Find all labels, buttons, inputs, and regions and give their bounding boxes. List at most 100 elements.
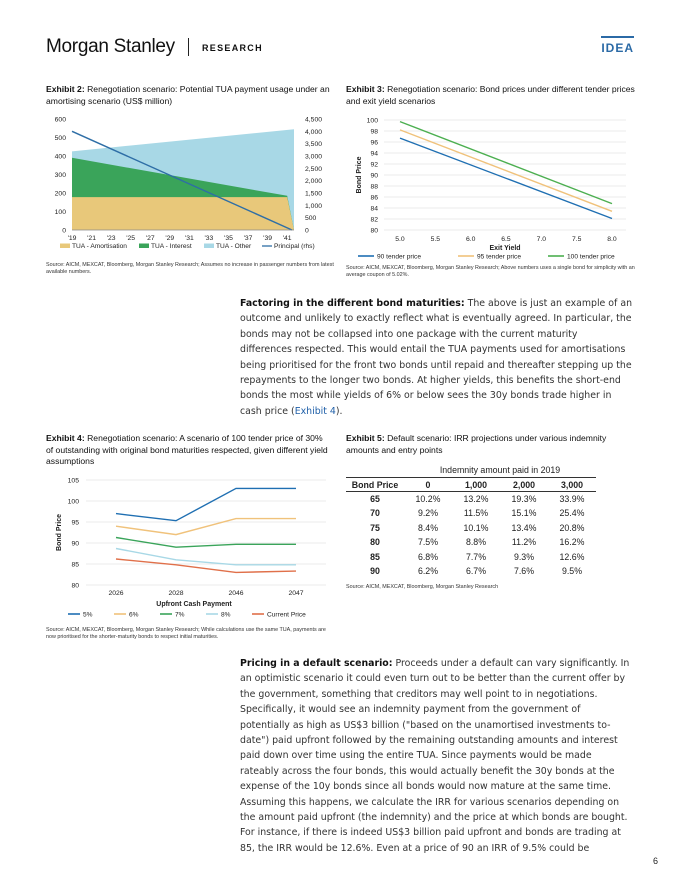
exhibit2-label: Exhibit 2: bbox=[46, 84, 85, 94]
x-tick-label: 6.0 bbox=[466, 236, 476, 243]
y2-tick-label: 2,000 bbox=[305, 178, 322, 185]
paragraph-maturities-tail: ). bbox=[335, 405, 343, 417]
page-number: 6 bbox=[652, 856, 658, 866]
irr-cell: 8.8% bbox=[465, 537, 487, 548]
table-row: 75 8.4% 10.1% 13.4% 20.8% bbox=[346, 521, 596, 535]
x-tick-label: 2046 bbox=[228, 590, 243, 597]
y-axis-title: Bond Price bbox=[356, 156, 363, 193]
y2-tick-label: 3,500 bbox=[305, 141, 322, 148]
x-tick-label: 2047 bbox=[288, 590, 303, 597]
series-line bbox=[115, 547, 296, 566]
series-line bbox=[115, 517, 296, 536]
series-line bbox=[399, 137, 613, 220]
irr-cell: 7.7% bbox=[465, 551, 487, 562]
paragraph-default-lead: Pricing in a default scenario: bbox=[240, 658, 393, 669]
irr-header-row: Bond Price 0 1,000 2,000 3,000 bbox=[346, 477, 596, 493]
irr-cell: 6.8% bbox=[417, 551, 439, 562]
paragraph-default-text: Proceeds under a default can vary signif… bbox=[240, 658, 630, 854]
y-tick-label: 80 bbox=[370, 228, 378, 235]
bond-price-cell: 80 bbox=[370, 537, 380, 548]
y-tick-label: 500 bbox=[55, 135, 67, 142]
bond-price-cell: 85 bbox=[370, 551, 380, 562]
y2-tick-label: 1,500 bbox=[305, 191, 322, 198]
y2-tick-label: 2,500 bbox=[305, 166, 322, 173]
y-tick-label: 88 bbox=[370, 184, 378, 191]
exhibit5-title: Exhibit 5: Default scenario: IRR project… bbox=[346, 433, 636, 456]
legend-swatch bbox=[139, 243, 149, 248]
irr-cell: 15.1% bbox=[511, 508, 537, 519]
bond-price-cell: 65 bbox=[370, 494, 380, 505]
exhibit4-link[interactable]: Exhibit 4 bbox=[294, 405, 336, 417]
series-line bbox=[115, 536, 296, 548]
x-tick-label: '29 bbox=[165, 235, 174, 242]
legend-label: Current Price bbox=[267, 612, 306, 619]
y-axis-title: Bond Price bbox=[56, 514, 63, 551]
irr-cell: 10.2% bbox=[415, 494, 441, 505]
legend-label: TUA - Amortisation bbox=[72, 243, 127, 250]
irr-cell: 12.6% bbox=[559, 551, 585, 562]
bond-price-cell: 90 bbox=[370, 565, 380, 576]
irr-cell: 33.9% bbox=[559, 494, 585, 505]
y-tick-label: 96 bbox=[370, 140, 378, 147]
irr-table: Indemnity amount paid in 2019 Bond Price… bbox=[346, 463, 596, 578]
paragraph-default: Pricing in a default scenario: Proceeds … bbox=[240, 656, 632, 856]
x-tick-label: '41 bbox=[283, 235, 292, 242]
line-principal bbox=[71, 130, 293, 231]
exhibit3-source: Source: AICM, MEXCAT, Bloomberg, Morgan … bbox=[346, 265, 635, 278]
y-tick-label: 300 bbox=[55, 172, 67, 179]
x-tick-label: 7.0 bbox=[537, 236, 547, 243]
exhibit5-label: Exhibit 5: bbox=[346, 433, 385, 443]
irr-cell: 9.3% bbox=[513, 551, 535, 562]
exhibit3-title-text: Renegotiation scenario: Bond prices unde… bbox=[346, 84, 635, 106]
table-row: 80 7.5% 8.8% 11.2% 16.2% bbox=[346, 535, 596, 549]
header-divider bbox=[188, 38, 189, 56]
exhibit2-chart: 0 100 200 300 400 500 600 0 500 1,000 1,500 2,000 2,… bbox=[55, 117, 323, 251]
series-line bbox=[399, 129, 613, 212]
y-tick-label: 100 bbox=[55, 209, 67, 216]
x-tick-label: 6.5 bbox=[501, 236, 511, 243]
x-tick-label: '27 bbox=[146, 235, 155, 242]
legend-label: 7% bbox=[175, 612, 185, 619]
x-tick-label: '33 bbox=[204, 235, 213, 242]
x-axis-title: Exit Yield bbox=[489, 245, 520, 252]
irr-cell: 13.2% bbox=[463, 494, 489, 505]
exhibit4-label: Exhibit 4: bbox=[46, 433, 85, 443]
series-line bbox=[115, 558, 297, 574]
legend-label: TUA - Other bbox=[216, 243, 252, 250]
irr-cell: 25.4% bbox=[559, 508, 585, 519]
irr-col-header: 1,000 bbox=[452, 477, 500, 493]
irr-span-header: Indemnity amount paid in 2019 bbox=[404, 463, 596, 478]
paragraph-maturities: Factoring in the different bond maturiti… bbox=[240, 296, 632, 419]
irr-cell: 11.5% bbox=[463, 508, 489, 519]
x-tick-label: '19 bbox=[68, 235, 77, 242]
x-tick-label: '39 bbox=[263, 235, 272, 242]
y-tick-label: 600 bbox=[55, 117, 67, 124]
legend-swatch bbox=[60, 243, 70, 248]
irr-col-header: 2,000 bbox=[500, 477, 548, 493]
idea-tag: IDEA bbox=[601, 36, 634, 58]
y-tick-label: 86 bbox=[370, 195, 378, 202]
irr-cell: 8.4% bbox=[417, 522, 439, 533]
exhibit2-title-text: Renegotiation scenario: Potential TUA pa… bbox=[46, 84, 330, 106]
legend-label: TUA - Interest bbox=[151, 243, 192, 250]
y-tick-label: 200 bbox=[55, 191, 67, 198]
y-tick-label: 80 bbox=[71, 583, 79, 590]
legend-label: 100 tender price bbox=[567, 254, 615, 261]
irr-cell: 16.2% bbox=[559, 537, 585, 548]
x-tick-label: 2028 bbox=[168, 590, 183, 597]
legend-label: 95 tender price bbox=[477, 254, 521, 261]
page-header: Morgan Stanley RESEARCH IDEA bbox=[46, 36, 634, 62]
irr-cell: 7.6% bbox=[513, 565, 535, 576]
exhibit5-title-text: Default scenario: IRR projections under … bbox=[346, 433, 607, 455]
y-tick-label: 92 bbox=[370, 162, 378, 169]
paragraph-maturities-text: The above is just an example of an outco… bbox=[240, 298, 633, 417]
area-amort bbox=[72, 197, 294, 230]
irr-cell: 10.1% bbox=[463, 522, 489, 533]
exhibit4-title: Exhibit 4: Renegotiation scenario: A sce… bbox=[46, 433, 331, 468]
table-row: 85 6.8% 7.7% 9.3% 12.6% bbox=[346, 549, 596, 563]
exhibit2-source: Source: AICM, MEXCAT, Bloomberg, Morgan … bbox=[46, 262, 334, 275]
x-axis-title: Upfront Cash Payment bbox=[156, 601, 232, 608]
exhibit4-title-text: Renegotiation scenario: A scenario of 10… bbox=[46, 433, 328, 466]
exhibit4-chart: 80 85 90 95 100 105 2026 2028 2046 2047 Upfront Ca… bbox=[56, 478, 326, 619]
y-tick-label: 105 bbox=[68, 478, 80, 485]
